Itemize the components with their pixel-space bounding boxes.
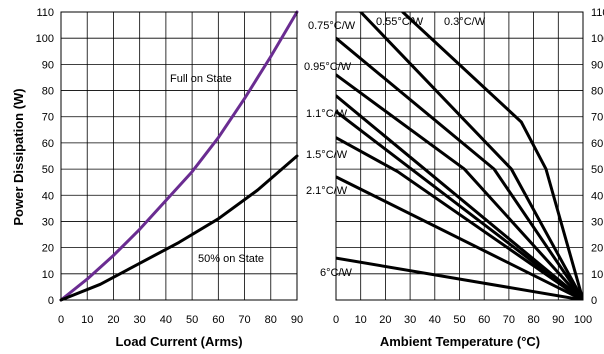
y-tick-label: 110 xyxy=(591,7,604,19)
series-line-1-5 xyxy=(336,110,583,300)
label-0-55-cw: 0.55°C/W xyxy=(376,16,424,28)
x-tick-label: 60 xyxy=(212,314,224,326)
label-2-1-cw: 2.1°C/W xyxy=(306,185,348,197)
y-tick-label: 40 xyxy=(42,190,54,202)
x-tick-label: 20 xyxy=(379,314,391,326)
axis-ticks: 0 10 20 30 40 50 60 70 80 90 0 10 20 30 40 50 60 70 80 90 10… xyxy=(36,7,604,326)
left-x-axis-label: Load Current (Arms) xyxy=(115,334,242,349)
x-tick-label: 50 xyxy=(186,314,198,326)
y-tick-label: 100 xyxy=(36,33,54,45)
left-plot-frame xyxy=(60,11,298,301)
series-line-1-3 xyxy=(336,73,583,300)
y-tick-label: 50 xyxy=(42,164,54,176)
x-tick-label: 60 xyxy=(478,314,490,326)
y-tick-label: 100 xyxy=(591,33,604,45)
y-tick-label: 20 xyxy=(42,243,54,255)
y-tick-label: 0 xyxy=(591,295,597,307)
x-tick-label: 100 xyxy=(574,314,592,326)
x-tick-label: 90 xyxy=(291,314,303,326)
x-tick-label: 80 xyxy=(527,314,539,326)
label-1-1-cw: 1.1°C/W xyxy=(306,108,348,120)
y-tick-label: 50 xyxy=(591,164,603,176)
x-tick-label: 30 xyxy=(404,314,416,326)
x-tick-label: 70 xyxy=(238,314,250,326)
label-0-3-cw: 0.3°C/W xyxy=(444,16,486,28)
full-on-state-label: Full on State xyxy=(170,73,232,85)
series-line-0-1 xyxy=(59,154,299,302)
y-tick-label: 90 xyxy=(42,59,54,71)
y-tick-label: 40 xyxy=(591,190,603,202)
right-plot-grid xyxy=(335,11,584,301)
x-tick-label: 30 xyxy=(134,314,146,326)
y-tick-label: 70 xyxy=(591,112,603,124)
y-tick-label: 60 xyxy=(591,138,603,150)
x-tick-label: 40 xyxy=(429,314,441,326)
label-0-75-cw: 0.75°C/W xyxy=(308,20,356,32)
half-on-state-label: 50% on State xyxy=(198,253,264,265)
right-x-axis-label: Ambient Temperature (°C) xyxy=(380,334,540,349)
series-line-1-7 xyxy=(336,175,583,300)
x-tick-label: 0 xyxy=(333,314,339,326)
y-tick-label: 0 xyxy=(48,295,54,307)
x-tick-label: 40 xyxy=(160,314,172,326)
series-line-1-4 xyxy=(336,94,583,300)
x-tick-label: 80 xyxy=(265,314,277,326)
left-y-axis-label: Power Dissipation (W) xyxy=(11,88,26,225)
y-tick-label: 20 xyxy=(591,243,603,255)
right-plot-series xyxy=(336,12,583,300)
x-tick-label: 50 xyxy=(453,314,465,326)
x-tick-label: 20 xyxy=(107,314,119,326)
y-tick-label: 80 xyxy=(42,86,54,98)
series-line-0-0 xyxy=(59,10,299,302)
y-tick-label: 10 xyxy=(42,269,54,281)
y-tick-label: 30 xyxy=(591,216,603,228)
series-line-1-1 xyxy=(359,12,583,300)
left-plot-series xyxy=(59,10,299,302)
label-0-95-cw: 0.95°C/W xyxy=(304,61,352,73)
right-plot-frame xyxy=(335,11,584,301)
y-tick-label: 70 xyxy=(42,112,54,124)
x-tick-label: 70 xyxy=(503,314,515,326)
x-tick-label: 10 xyxy=(355,314,367,326)
y-tick-label: 80 xyxy=(591,86,603,98)
series-line-1-6 xyxy=(336,136,583,300)
series-line-1-8 xyxy=(336,256,583,300)
label-1-5-cw: 1.5°C/W xyxy=(306,149,348,161)
y-tick-label: 10 xyxy=(591,269,603,281)
y-tick-label: 30 xyxy=(42,216,54,228)
series-line-1-2 xyxy=(336,36,583,300)
y-tick-label: 60 xyxy=(42,138,54,150)
y-tick-label: 90 xyxy=(591,59,603,71)
y-tick-label: 110 xyxy=(36,7,54,19)
x-tick-label: 10 xyxy=(81,314,93,326)
x-tick-label: 0 xyxy=(58,314,64,326)
series-line-1-0 xyxy=(401,12,583,300)
x-tick-label: 90 xyxy=(552,314,564,326)
